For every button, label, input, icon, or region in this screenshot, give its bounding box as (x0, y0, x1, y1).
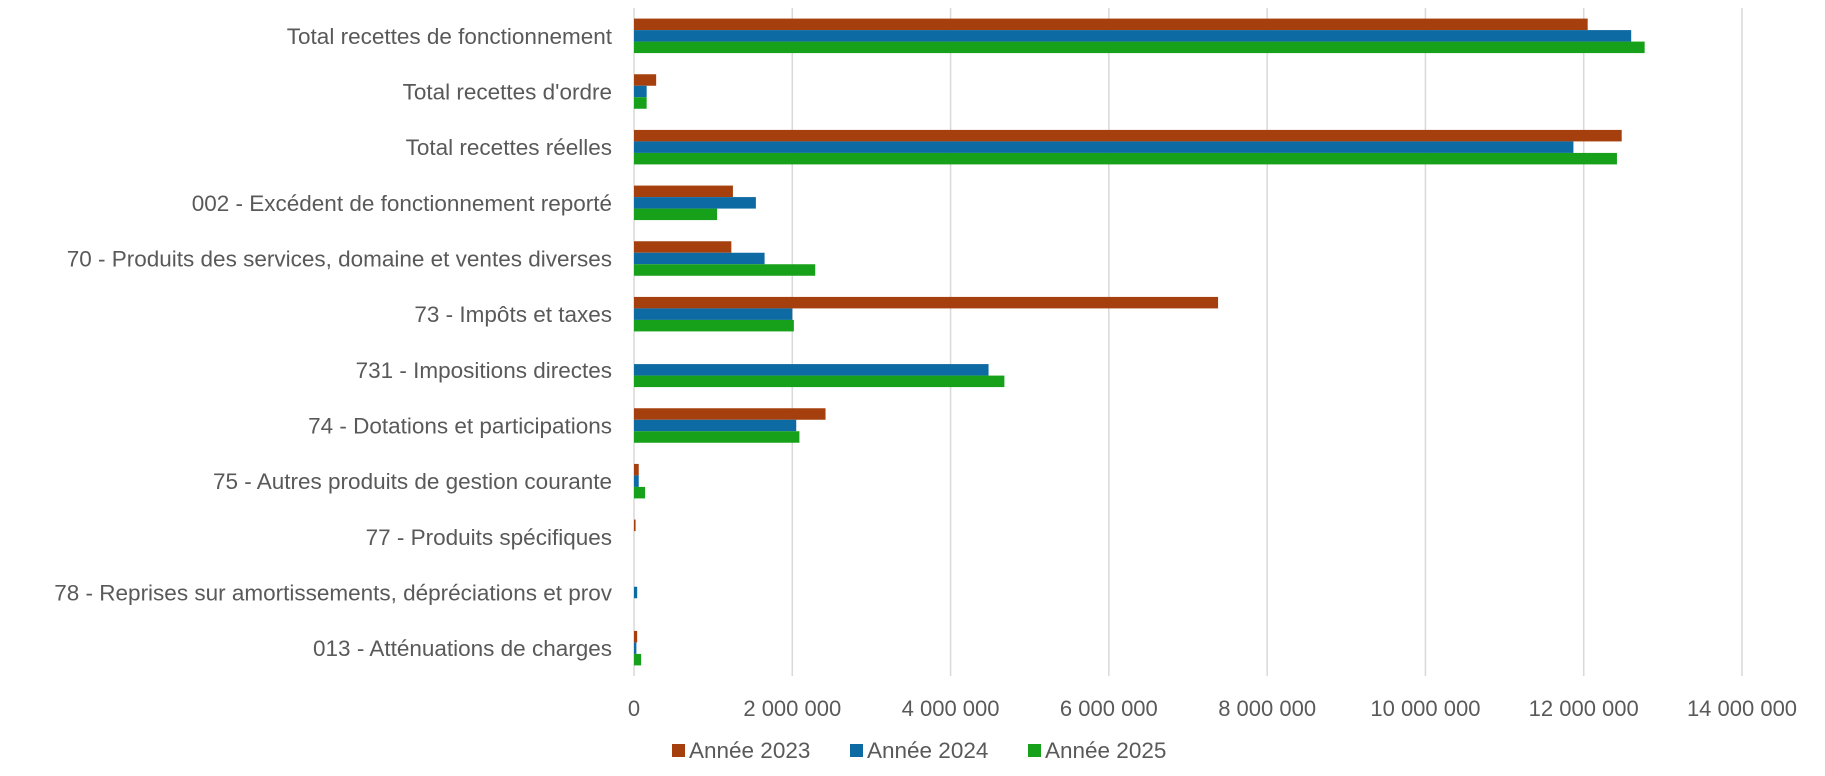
x-tick-label: 8 000 000 (1218, 696, 1316, 721)
gridlines (633, 8, 1743, 676)
legend-swatch (850, 744, 863, 757)
bar (634, 18, 1588, 31)
category-label: Total recettes réelles (406, 135, 612, 160)
category-label: 78 - Reprises sur amortissements, dépréc… (54, 581, 612, 606)
bar (634, 252, 765, 265)
x-tick-label: 14 000 000 (1687, 696, 1797, 721)
bar (634, 97, 647, 109)
bar (634, 30, 1632, 42)
legend-label: Année 2023 (689, 738, 810, 763)
bar (634, 319, 794, 332)
legend-swatch (672, 744, 685, 757)
bar (634, 241, 732, 253)
bar (634, 85, 647, 98)
bar (634, 642, 637, 654)
bar (634, 264, 816, 276)
bar (634, 375, 1005, 388)
bar (634, 185, 733, 198)
category-label: 002 - Excédent de fonctionnement reporté (192, 191, 612, 216)
category-label: 731 - Impositions directes (356, 358, 612, 383)
bar (634, 630, 638, 643)
x-tick-label: 6 000 000 (1060, 696, 1158, 721)
bar (634, 475, 639, 487)
bar (634, 308, 793, 320)
x-tick-label: 2 000 000 (743, 696, 841, 721)
category-label: Total recettes de fonctionnement (287, 24, 613, 49)
legend: Année 2023 Année 2024 Année 2025 (672, 738, 1166, 763)
category-label: 013 - Atténuations de charges (313, 636, 612, 661)
bar (634, 419, 797, 432)
category-label: 73 - Impôts et taxes (414, 302, 612, 327)
bar (634, 74, 657, 86)
bar (634, 408, 826, 420)
x-axis-tick-labels: 0 2 000 000 4 000 000 6 000 000 8 000 000 10 … (628, 696, 1797, 721)
bar (634, 152, 1617, 165)
bars (634, 18, 1645, 666)
bar (634, 296, 1219, 309)
bar (634, 129, 1622, 142)
category-labels: Total recettes de fonctionnement Total re… (54, 24, 612, 661)
x-tick-label: 0 (628, 696, 640, 721)
x-tick-label: 10 000 000 (1370, 696, 1480, 721)
x-tick-label: 12 000 000 (1529, 696, 1639, 721)
bar (634, 653, 642, 666)
bar (634, 431, 800, 443)
category-label: 75 - Autres produits de gestion courante (213, 469, 612, 494)
x-tick-label: 4 000 000 (902, 696, 1000, 721)
bar (634, 141, 1574, 153)
bar (634, 486, 646, 499)
category-label: 77 - Produits spécifiques (366, 525, 612, 550)
bar (634, 41, 1645, 54)
bar (634, 364, 989, 376)
legend-swatch (1028, 744, 1041, 757)
bar (634, 586, 638, 599)
category-label: Total recettes d'ordre (403, 80, 612, 105)
bar (634, 208, 718, 221)
bar (634, 519, 636, 532)
bar (634, 197, 756, 209)
bar (634, 463, 639, 476)
legend-label: Année 2024 (867, 738, 988, 763)
category-label: 74 - Dotations et participations (308, 414, 612, 439)
category-label: 70 - Produits des services, domaine et v… (67, 247, 612, 272)
legend-label: Année 2025 (1045, 738, 1166, 763)
